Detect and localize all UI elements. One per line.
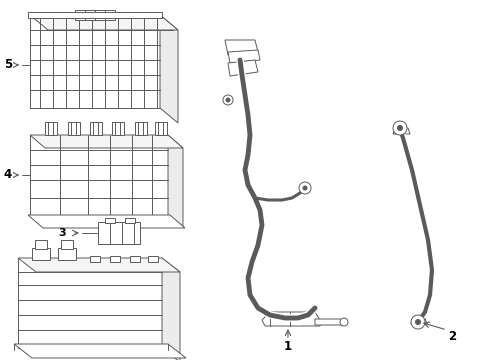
Circle shape: [411, 315, 425, 329]
Polygon shape: [168, 135, 183, 228]
Polygon shape: [130, 256, 140, 262]
Polygon shape: [30, 135, 168, 215]
Polygon shape: [411, 318, 427, 324]
Polygon shape: [90, 256, 100, 262]
Polygon shape: [155, 122, 167, 135]
Polygon shape: [90, 122, 102, 135]
Polygon shape: [28, 215, 185, 228]
Text: 2: 2: [448, 329, 456, 342]
Polygon shape: [393, 128, 410, 134]
Circle shape: [340, 318, 348, 326]
Polygon shape: [35, 240, 47, 249]
Polygon shape: [112, 122, 124, 135]
Polygon shape: [18, 258, 162, 348]
Text: 3: 3: [58, 228, 66, 238]
Circle shape: [226, 98, 230, 102]
Polygon shape: [162, 258, 180, 360]
Circle shape: [416, 320, 420, 324]
Polygon shape: [58, 248, 76, 260]
Polygon shape: [32, 248, 50, 260]
Polygon shape: [28, 12, 162, 18]
Polygon shape: [225, 40, 258, 55]
Polygon shape: [98, 222, 140, 244]
Polygon shape: [30, 15, 160, 108]
Polygon shape: [148, 256, 158, 262]
Circle shape: [397, 126, 402, 130]
Polygon shape: [30, 15, 178, 30]
Polygon shape: [14, 344, 186, 358]
Polygon shape: [125, 218, 135, 223]
Circle shape: [393, 121, 407, 135]
Polygon shape: [18, 258, 180, 272]
Text: 5: 5: [4, 58, 12, 72]
Circle shape: [223, 95, 233, 105]
Polygon shape: [45, 122, 57, 135]
Polygon shape: [262, 312, 320, 326]
Circle shape: [303, 186, 307, 190]
Text: 1: 1: [284, 341, 292, 354]
Polygon shape: [68, 122, 80, 135]
Polygon shape: [61, 240, 73, 249]
Polygon shape: [110, 256, 120, 262]
Circle shape: [299, 182, 311, 194]
Polygon shape: [315, 319, 345, 325]
Polygon shape: [135, 122, 147, 135]
Polygon shape: [228, 50, 260, 63]
Text: 4: 4: [4, 168, 12, 181]
Polygon shape: [160, 15, 178, 123]
Polygon shape: [228, 60, 258, 76]
Polygon shape: [75, 10, 115, 20]
Polygon shape: [30, 135, 183, 148]
Polygon shape: [105, 218, 115, 223]
